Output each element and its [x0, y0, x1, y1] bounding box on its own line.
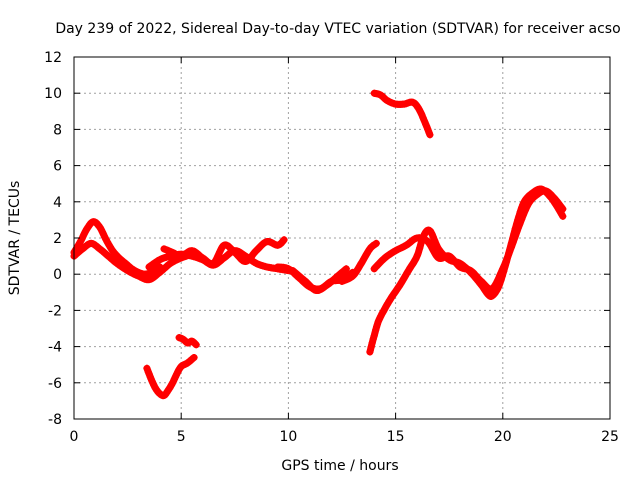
series-markers	[160, 236, 288, 268]
data-point	[431, 237, 439, 245]
data-point	[521, 207, 529, 215]
data-point	[369, 335, 377, 343]
series-markers	[143, 354, 198, 400]
data-point	[190, 354, 198, 361]
x-tick-label: 5	[177, 429, 186, 445]
data-point	[415, 248, 422, 256]
data-point	[514, 224, 522, 232]
data-point	[426, 131, 434, 139]
data-point	[559, 205, 567, 213]
data-point	[280, 236, 288, 244]
x-tick-label: 20	[494, 429, 512, 445]
y-axis-title: SDTVAR / TECUs	[7, 181, 23, 296]
data-point	[418, 111, 426, 119]
data-point	[516, 220, 524, 227]
data-point	[367, 343, 375, 351]
x-tick-label: 0	[70, 429, 79, 445]
data-point	[412, 255, 419, 263]
data-point	[497, 269, 505, 277]
y-tick-label: -4	[48, 340, 62, 356]
data-point	[372, 239, 380, 247]
series-layer	[70, 89, 567, 400]
data-point	[427, 229, 435, 237]
data-point	[212, 257, 219, 265]
series-markers	[370, 89, 434, 139]
data-point	[145, 263, 153, 271]
data-point	[559, 212, 567, 220]
axis-ticks: 0 5 10 15 20 25 -8 -6 -4 -2 0 2 4 6 8 10 12	[44, 50, 619, 445]
y-tick-label: 0	[53, 267, 62, 283]
data-point	[506, 248, 514, 255]
y-tick-label: -6	[48, 376, 62, 392]
series-markers	[175, 334, 200, 349]
x-tick-label: 10	[279, 429, 297, 445]
data-point	[191, 339, 199, 347]
data-point	[499, 265, 507, 273]
y-tick-label: 6	[53, 159, 62, 175]
data-point	[341, 266, 349, 274]
data-point	[501, 261, 509, 269]
series-markers	[289, 265, 350, 294]
data-point	[368, 339, 376, 347]
data-point	[428, 244, 436, 252]
y-tick-label: -2	[48, 303, 62, 319]
data-point	[558, 204, 566, 211]
data-point	[513, 229, 520, 237]
data-point	[342, 265, 350, 273]
data-point	[429, 233, 437, 241]
y-tick-label: 8	[53, 122, 62, 138]
data-point	[216, 248, 224, 256]
series-markers	[338, 239, 380, 285]
data-point	[495, 274, 503, 282]
data-point	[502, 256, 510, 264]
data-point	[558, 211, 566, 219]
data-point	[493, 279, 500, 287]
x-axis-title: GPS time / hours	[281, 458, 398, 474]
data-point	[419, 114, 427, 122]
y-tick-label: 12	[44, 50, 62, 66]
data-point	[413, 252, 421, 260]
chart-title: Day 239 of 2022, Sidereal Day-to-day VTE…	[55, 21, 620, 37]
data-point	[504, 252, 512, 260]
data-point	[509, 238, 517, 246]
data-point	[192, 341, 200, 349]
data-point	[214, 253, 222, 261]
data-point	[519, 211, 527, 219]
y-tick-label: 4	[53, 195, 62, 211]
y-tick-label: -8	[48, 412, 62, 428]
data-point	[518, 215, 526, 223]
y-tick-label: 2	[53, 231, 62, 247]
data-point	[511, 234, 519, 242]
series-markers	[370, 187, 567, 293]
y-tick-label: 10	[44, 86, 62, 102]
data-point	[279, 237, 287, 245]
data-point	[426, 240, 434, 248]
data-point	[416, 244, 424, 252]
data-point	[367, 346, 374, 354]
data-point	[507, 243, 515, 251]
x-tick-label: 25	[601, 429, 619, 445]
data-point	[490, 283, 498, 290]
x-tick-label: 15	[387, 429, 405, 445]
